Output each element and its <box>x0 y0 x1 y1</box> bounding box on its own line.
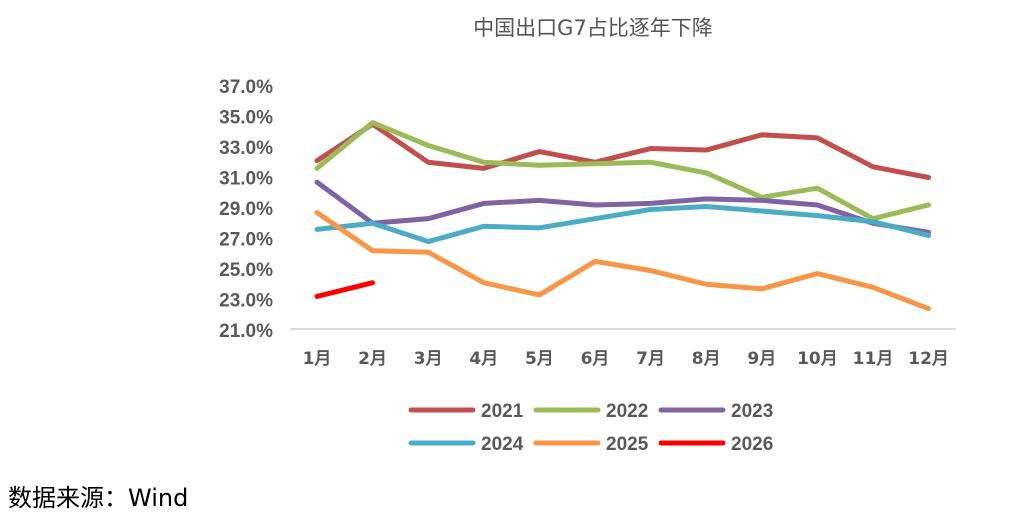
series-line-2023 <box>314 179 932 235</box>
x-tick-label: 7月 <box>636 349 665 369</box>
series-line-2022 <box>314 120 932 222</box>
x-tick-label: 2月 <box>358 349 387 369</box>
series-line-2025 <box>314 210 932 312</box>
legend-label: 2023 <box>731 401 773 422</box>
legend-label: 2024 <box>481 434 524 455</box>
x-tick-label: 4月 <box>469 349 498 369</box>
x-tick-label: 12月 <box>908 349 949 369</box>
y-tick-label: 33.0% <box>219 138 273 159</box>
chart-title: 中国出口G7占比逐年下降 <box>473 16 713 40</box>
series-line-2026 <box>314 280 376 299</box>
y-tick-label: 37.0% <box>219 77 273 98</box>
x-tick-label: 3月 <box>414 349 443 369</box>
x-tick-label: 10月 <box>797 349 838 369</box>
y-tick-label: 31.0% <box>219 169 273 190</box>
y-tick-label: 29.0% <box>219 199 273 220</box>
legend-label: 2021 <box>481 401 524 422</box>
x-tick-label: 6月 <box>581 349 610 369</box>
x-tick-label: 11月 <box>853 349 894 369</box>
y-tick-label: 25.0% <box>219 260 273 281</box>
x-tick-label: 5月 <box>525 349 554 369</box>
x-tick-label: 1月 <box>303 349 332 369</box>
x-tick-label: 9月 <box>747 349 776 369</box>
x-tick-label: 8月 <box>692 349 721 369</box>
y-tick-label: 21.0% <box>219 321 273 342</box>
legend-label: 2025 <box>606 434 649 455</box>
legend-label: 2022 <box>606 401 648 422</box>
legend-label: 2026 <box>731 434 773 455</box>
series-line-2021 <box>314 121 932 180</box>
y-tick-label: 23.0% <box>219 291 273 312</box>
y-tick-label: 27.0% <box>219 230 273 251</box>
series-line-2024 <box>314 203 932 245</box>
source-note: 数据来源：Wind <box>8 484 189 512</box>
y-tick-label: 35.0% <box>219 108 273 129</box>
